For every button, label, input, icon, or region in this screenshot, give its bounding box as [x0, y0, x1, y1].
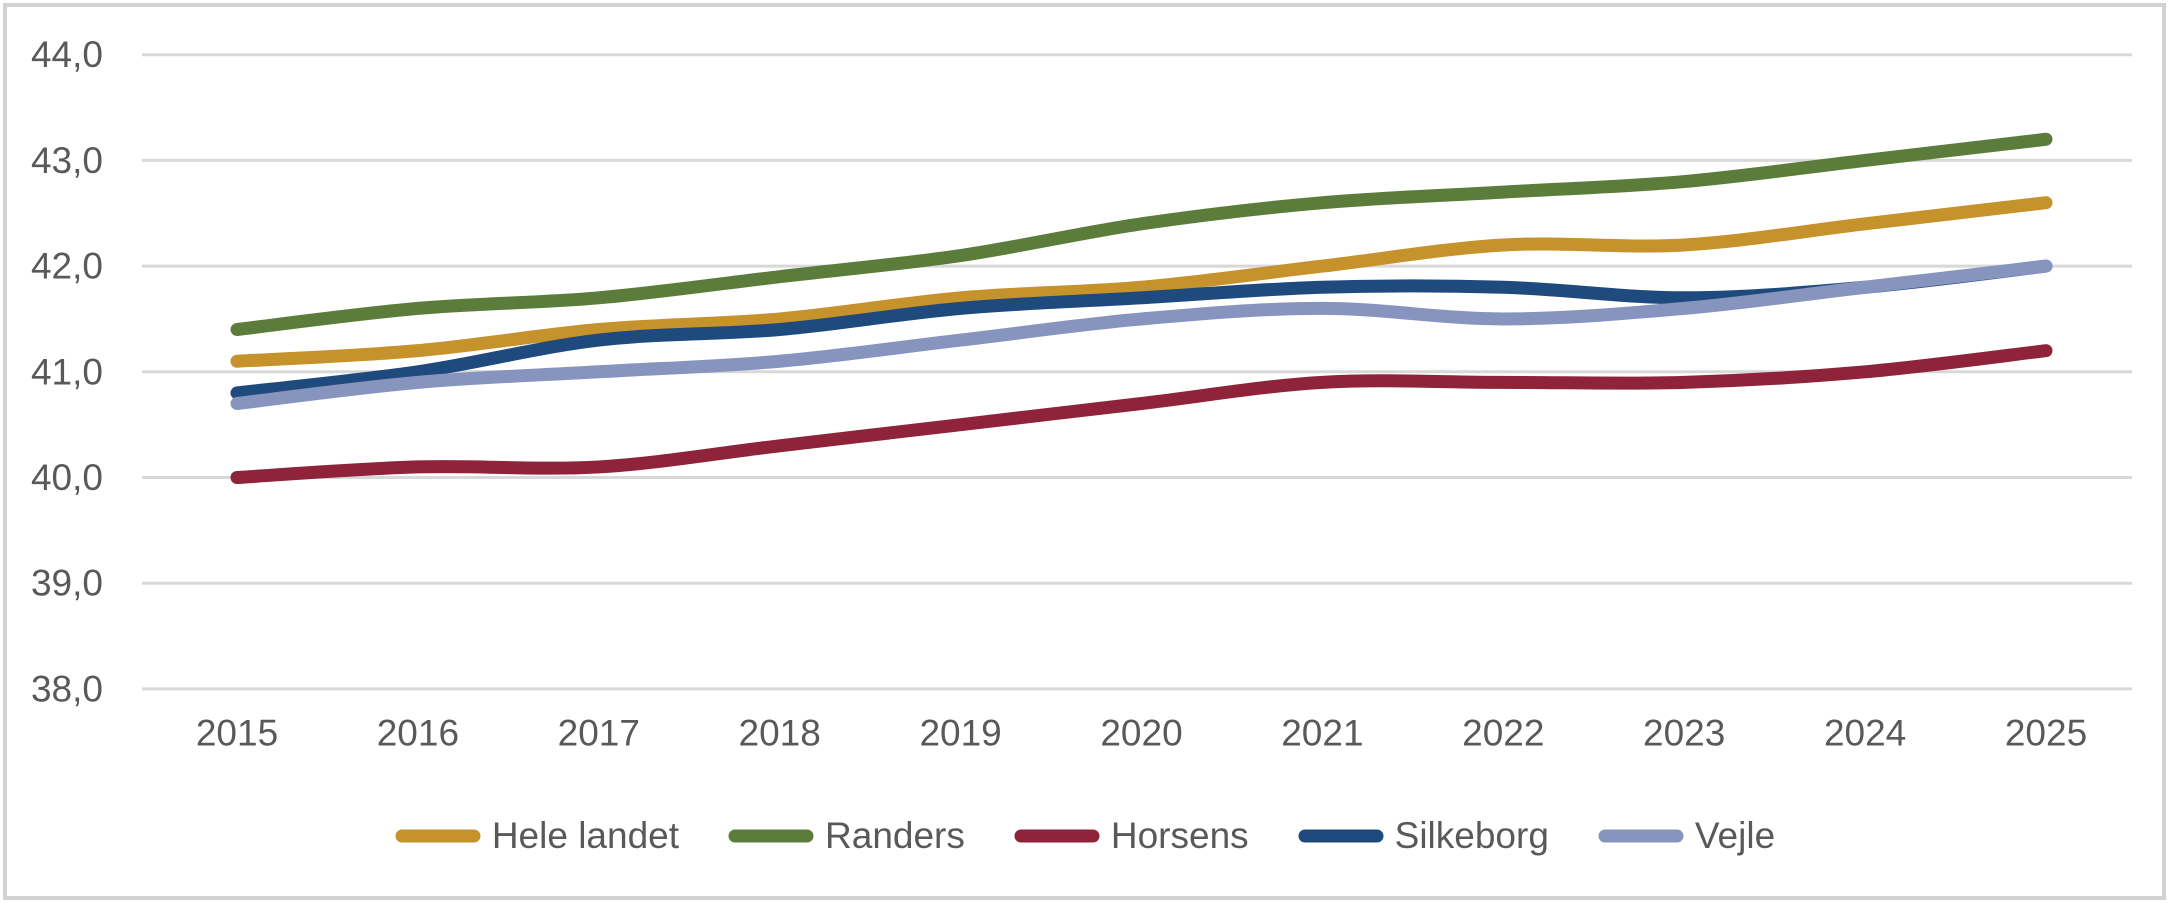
legend-label: Silkeborg	[1394, 815, 1549, 856]
x-axis-tick-label: 2025	[2005, 713, 2087, 754]
y-axis-tick-label: 39,0	[31, 563, 103, 604]
legend-swatch-icon	[1014, 829, 1100, 843]
legend-swatch-icon	[728, 829, 814, 843]
legend-swatch-icon	[395, 829, 481, 843]
legend-label: Hele landet	[491, 815, 680, 856]
legend-swatch-icon	[1298, 829, 1384, 843]
y-axis-tick-label: 43,0	[31, 140, 103, 181]
x-axis-tick-label: 2017	[558, 713, 640, 754]
legend-label: Vejle	[1694, 815, 1776, 856]
legend-item-randers: Randers	[727, 815, 965, 857]
legend-item-horsens: Horsens	[1013, 815, 1249, 857]
y-axis-tick-label: 44,0	[31, 34, 103, 75]
x-axis-tick-label: 2016	[377, 713, 459, 754]
x-axis-tick-label: 2023	[1643, 713, 1725, 754]
chart-legend: Hele landet Randers Horsens Silkeborg Vejle	[0, 808, 2169, 864]
x-axis-tick-label: 2019	[919, 713, 1001, 754]
legend-label: Horsens	[1110, 815, 1249, 856]
y-axis-tick-label: 42,0	[31, 246, 103, 287]
series-line-horsens	[230, 344, 2053, 484]
x-axis-tick-label: 2024	[1824, 713, 1906, 754]
series-line-vejle	[230, 259, 2053, 411]
series-line-hele-landet	[230, 196, 2053, 368]
legend-item-vejle: Vejle	[1597, 815, 1775, 857]
legend-item-silkeborg: Silkeborg	[1297, 815, 1549, 857]
y-axis-tick-label: 41,0	[31, 351, 103, 392]
y-axis-tick-label: 40,0	[31, 457, 103, 498]
x-axis-tick-label: 2021	[1281, 713, 1363, 754]
x-axis-tick-label: 2018	[739, 713, 821, 754]
x-axis-tick-label: 2022	[1462, 713, 1544, 754]
x-axis-tick-label: 2015	[196, 713, 278, 754]
x-axis-tick-label: 2020	[1100, 713, 1182, 754]
series-line-randers	[230, 132, 2053, 337]
legend-swatch-icon	[1598, 829, 1684, 843]
y-axis-tick-label: 38,0	[31, 668, 103, 709]
legend-label: Randers	[825, 815, 965, 856]
legend-item-hele-landet: Hele landet	[394, 815, 679, 857]
